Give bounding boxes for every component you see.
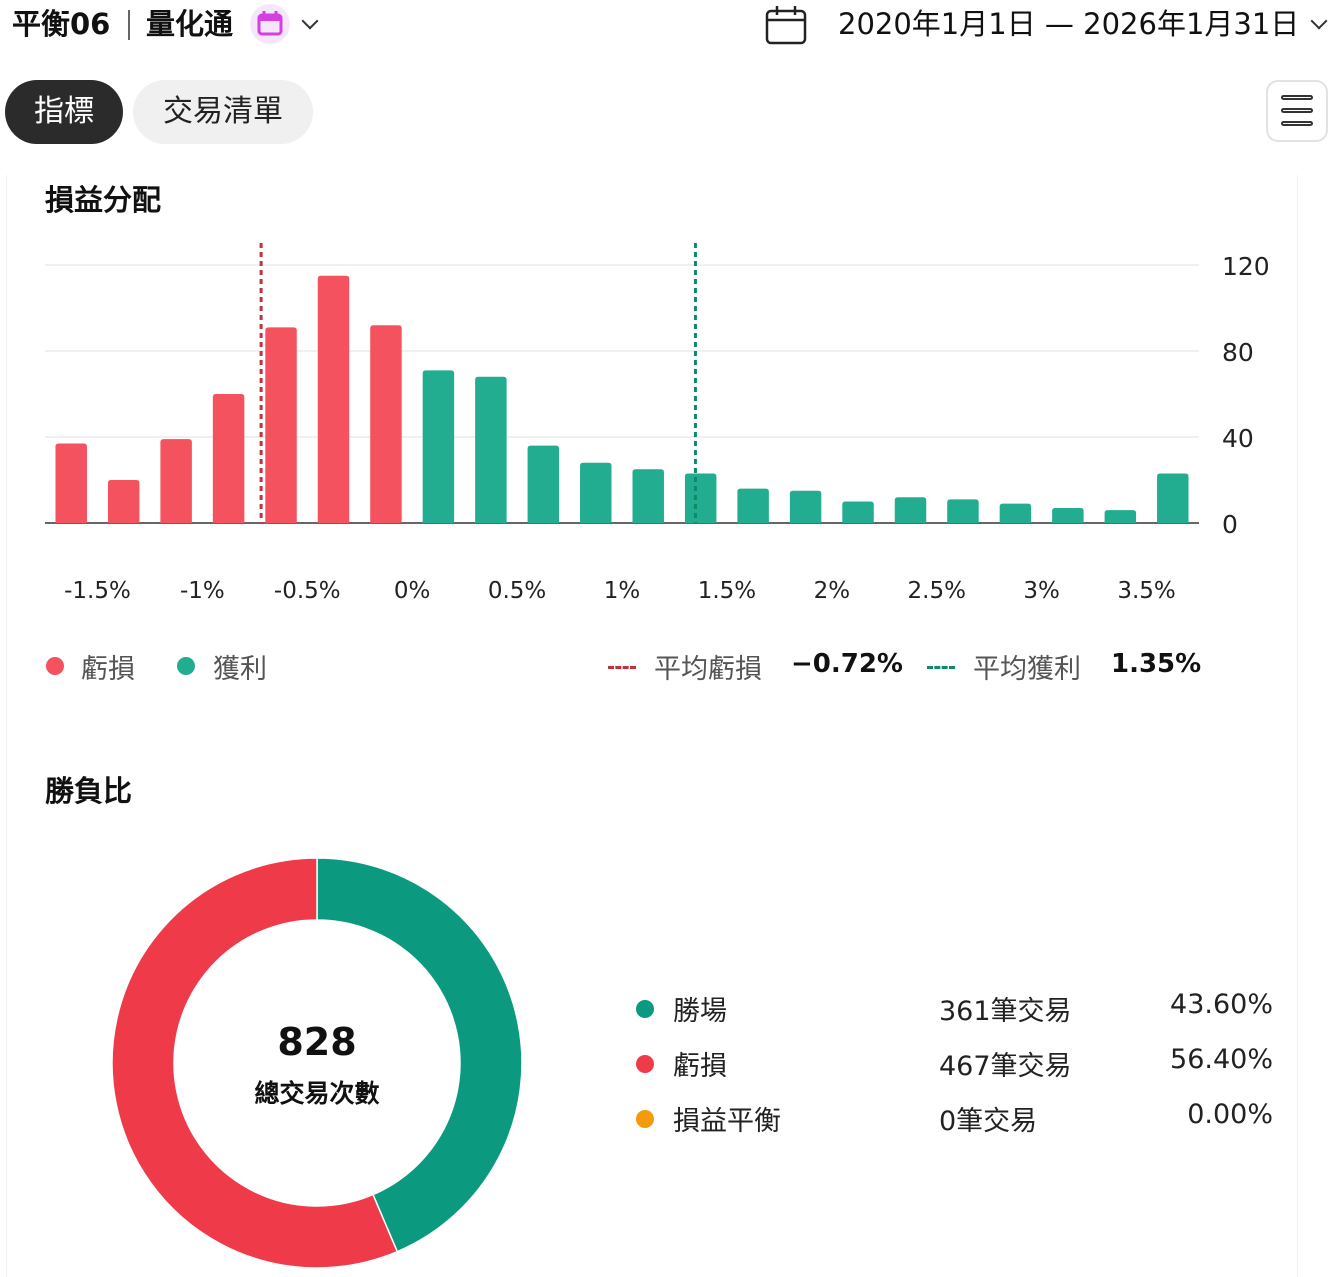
profit-legend-dot bbox=[177, 657, 195, 675]
win-loss-title: 勝負比 bbox=[45, 774, 133, 808]
profit-bar[interactable] bbox=[632, 469, 664, 523]
x-tick-label: 3.5% bbox=[1117, 578, 1175, 604]
loss-slice[interactable] bbox=[111, 857, 399, 1269]
strategy-name: 平衡06 bbox=[12, 7, 111, 41]
avg-profit-value: 1.35% bbox=[1111, 649, 1202, 679]
loss-legend-dot bbox=[46, 657, 64, 675]
menu-line bbox=[1281, 121, 1313, 126]
win-loss-card: 勝負比 828 總交易次數 勝場 361筆交易 43.60% 虧損 467筆交易… bbox=[6, 730, 1298, 1277]
pnl-histogram: 0 40 80 120 -1.5% -1% -0.5% 0% 0.5% 1% 1.5% 2% 2.5% 3… bbox=[45, 243, 1270, 604]
tab-metrics[interactable]: 指標 bbox=[5, 80, 123, 144]
total-trades-label: 總交易次數 bbox=[254, 1079, 380, 1108]
x-tick-label: 0.5% bbox=[488, 578, 546, 604]
x-tick-label: 1.5% bbox=[698, 578, 756, 604]
y-tick-label: 40 bbox=[1222, 424, 1254, 453]
x-tick-label: -1% bbox=[180, 578, 225, 604]
date-range[interactable]: 2020年1月1日 — 2026年1月31日 bbox=[838, 7, 1300, 41]
avg-profit-legend-line bbox=[927, 666, 955, 669]
profit-bar[interactable] bbox=[475, 376, 507, 523]
x-tick-label: -0.5% bbox=[274, 578, 341, 604]
avg-loss-value: −0.72% bbox=[791, 649, 903, 679]
menu-line bbox=[1281, 95, 1313, 100]
loss-bar[interactable] bbox=[160, 439, 192, 523]
win-legend-dot bbox=[636, 1000, 654, 1018]
loss-bar[interactable] bbox=[107, 480, 140, 523]
avg-profit-legend-label: 平均獲利 bbox=[973, 654, 1081, 685]
tab-trade-list[interactable]: 交易清單 bbox=[133, 80, 313, 144]
profit-bar[interactable] bbox=[1157, 473, 1189, 523]
loss-bar[interactable] bbox=[317, 275, 350, 523]
loss-legend-label: 虧損 bbox=[81, 654, 135, 685]
breakeven-label: 損益平衡 bbox=[673, 1106, 781, 1137]
pnl-distribution-card: 損益分配 0 40 80 120 -1.5% -1% -0.5% 0% 0.5% 1% 1.5% 2%… bbox=[6, 175, 1298, 730]
win-percent: 43.60% bbox=[1170, 989, 1273, 1020]
x-tick-label: 3% bbox=[1023, 578, 1060, 604]
x-tick-label: 1% bbox=[604, 578, 641, 604]
profit-bar[interactable] bbox=[947, 499, 979, 523]
calendar-icon[interactable] bbox=[764, 4, 808, 50]
product-name: 量化通 bbox=[146, 7, 234, 41]
win-slice[interactable] bbox=[316, 857, 523, 1253]
x-tick-label: -1.5% bbox=[64, 578, 131, 604]
profit-bar[interactable] bbox=[422, 370, 455, 523]
avg-loss-legend-label: 平均虧損 bbox=[654, 654, 762, 685]
profit-bar[interactable] bbox=[842, 501, 874, 524]
x-tick-label: 0% bbox=[394, 578, 431, 604]
pnl-distribution-title: 損益分配 bbox=[45, 183, 162, 217]
product-dropdown-chevron-icon[interactable] bbox=[301, 12, 319, 30]
loss-bar[interactable] bbox=[370, 325, 402, 523]
profit-bar[interactable] bbox=[894, 497, 927, 523]
profit-bar[interactable] bbox=[789, 490, 822, 523]
profit-bar[interactable] bbox=[999, 503, 1032, 523]
header-separator bbox=[128, 10, 130, 40]
menu-line bbox=[1281, 108, 1313, 113]
loss-legend-dot bbox=[636, 1055, 654, 1073]
loss-percent: 56.40% bbox=[1170, 1044, 1273, 1075]
profit-bar[interactable] bbox=[1104, 510, 1137, 523]
total-trades-value: 828 bbox=[277, 1020, 357, 1064]
y-tick-label: 0 bbox=[1222, 510, 1238, 539]
breakeven-percent: 0.00% bbox=[1187, 1099, 1273, 1130]
menu-button[interactable] bbox=[1266, 80, 1328, 142]
loss-bar[interactable] bbox=[212, 394, 245, 523]
y-tick-label: 120 bbox=[1222, 252, 1270, 281]
profit-bar[interactable] bbox=[737, 488, 769, 523]
profit-bar[interactable] bbox=[580, 462, 612, 523]
loss-count: 467筆交易 bbox=[939, 1051, 1072, 1082]
breakeven-legend-dot bbox=[636, 1110, 654, 1128]
win-loss-donut bbox=[111, 857, 523, 1269]
profit-bar[interactable] bbox=[684, 473, 717, 523]
profit-legend-label: 獲利 bbox=[213, 654, 267, 685]
win-label: 勝場 bbox=[673, 996, 727, 1027]
profit-bar[interactable] bbox=[527, 445, 560, 523]
avg-loss-legend-line bbox=[608, 666, 636, 669]
profit-bar[interactable] bbox=[1052, 507, 1084, 523]
x-tick-label: 2.5% bbox=[908, 578, 966, 604]
calendar-badge-icon[interactable] bbox=[250, 4, 290, 44]
loss-bar[interactable] bbox=[55, 443, 87, 523]
loss-bar[interactable] bbox=[265, 327, 297, 523]
loss-label: 虧損 bbox=[673, 1051, 727, 1082]
x-tick-label: 2% bbox=[814, 578, 851, 604]
date-dropdown-chevron-icon[interactable] bbox=[1310, 12, 1328, 30]
win-count: 361筆交易 bbox=[939, 996, 1072, 1027]
breakeven-count: 0筆交易 bbox=[939, 1106, 1038, 1137]
y-tick-label: 80 bbox=[1222, 338, 1254, 367]
